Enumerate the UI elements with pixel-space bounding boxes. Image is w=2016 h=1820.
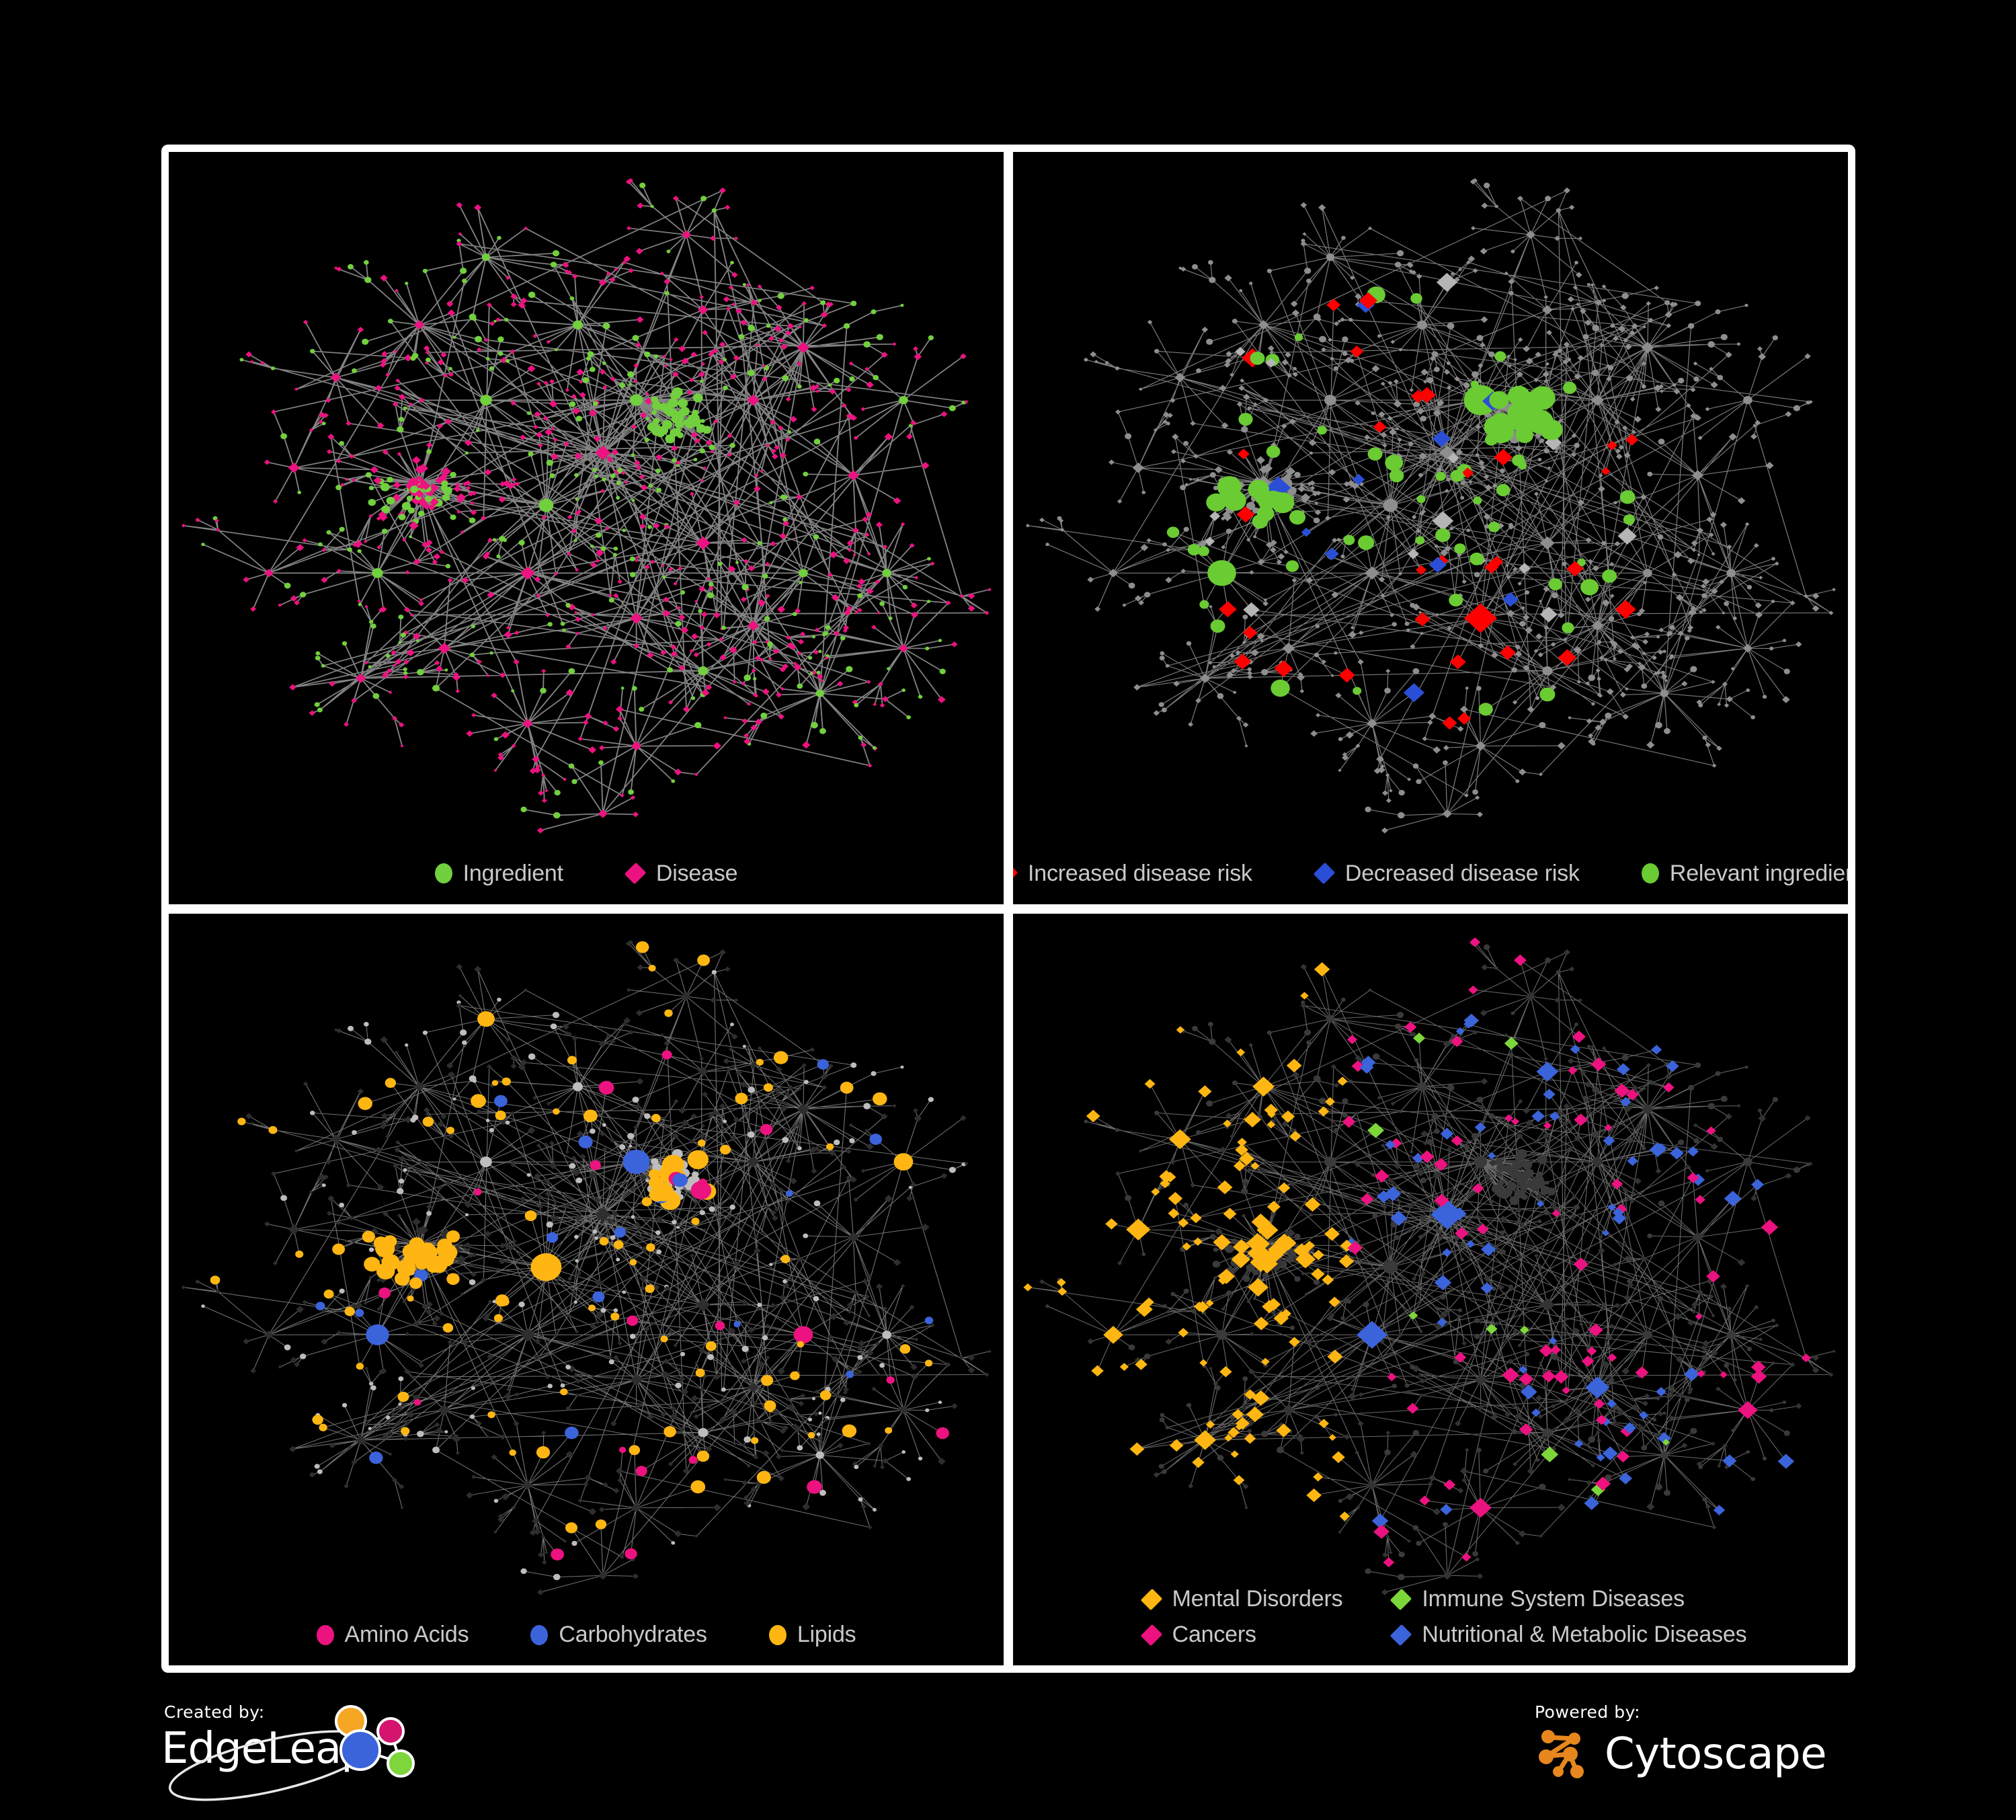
edgeleap-branding: Created by: EdgeLeap — [159, 1701, 508, 1802]
cytoscape-logo-icon — [1539, 1730, 1584, 1778]
footer: Created by: EdgeLeap Powered by: — [0, 1674, 2016, 1820]
created-by-label: Created by: — [164, 1702, 265, 1722]
figure-container: Ingredient Disease Increased disease ris… — [161, 145, 1855, 1673]
cytoscape-branding: Powered by: Cytoscape — [1535, 1701, 1857, 1802]
network-canvas-disease-class[interactable] — [1013, 914, 1848, 1666]
powered-by-label: Powered by: — [1535, 1702, 1641, 1722]
network-canvas-ingredient-disease[interactable] — [169, 152, 1004, 904]
edgeleap-wordmark: EdgeLeap — [161, 1724, 368, 1774]
panel-disease-class: Mental Disorders Immune System Diseases … — [1013, 913, 1848, 1666]
panel-ingredient-class: Amino Acids Carbohydrates Lipids — [169, 913, 1004, 1666]
network-canvas-disease-risk[interactable] — [1013, 152, 1848, 904]
panel-disease-risk: Increased disease risk Decreased disease… — [1013, 152, 1848, 904]
cytoscape-wordmark: Cytoscape — [1605, 1729, 1827, 1779]
panel-ingredient-disease: Ingredient Disease — [169, 152, 1004, 904]
network-canvas-ingredient-class[interactable] — [169, 914, 1004, 1666]
